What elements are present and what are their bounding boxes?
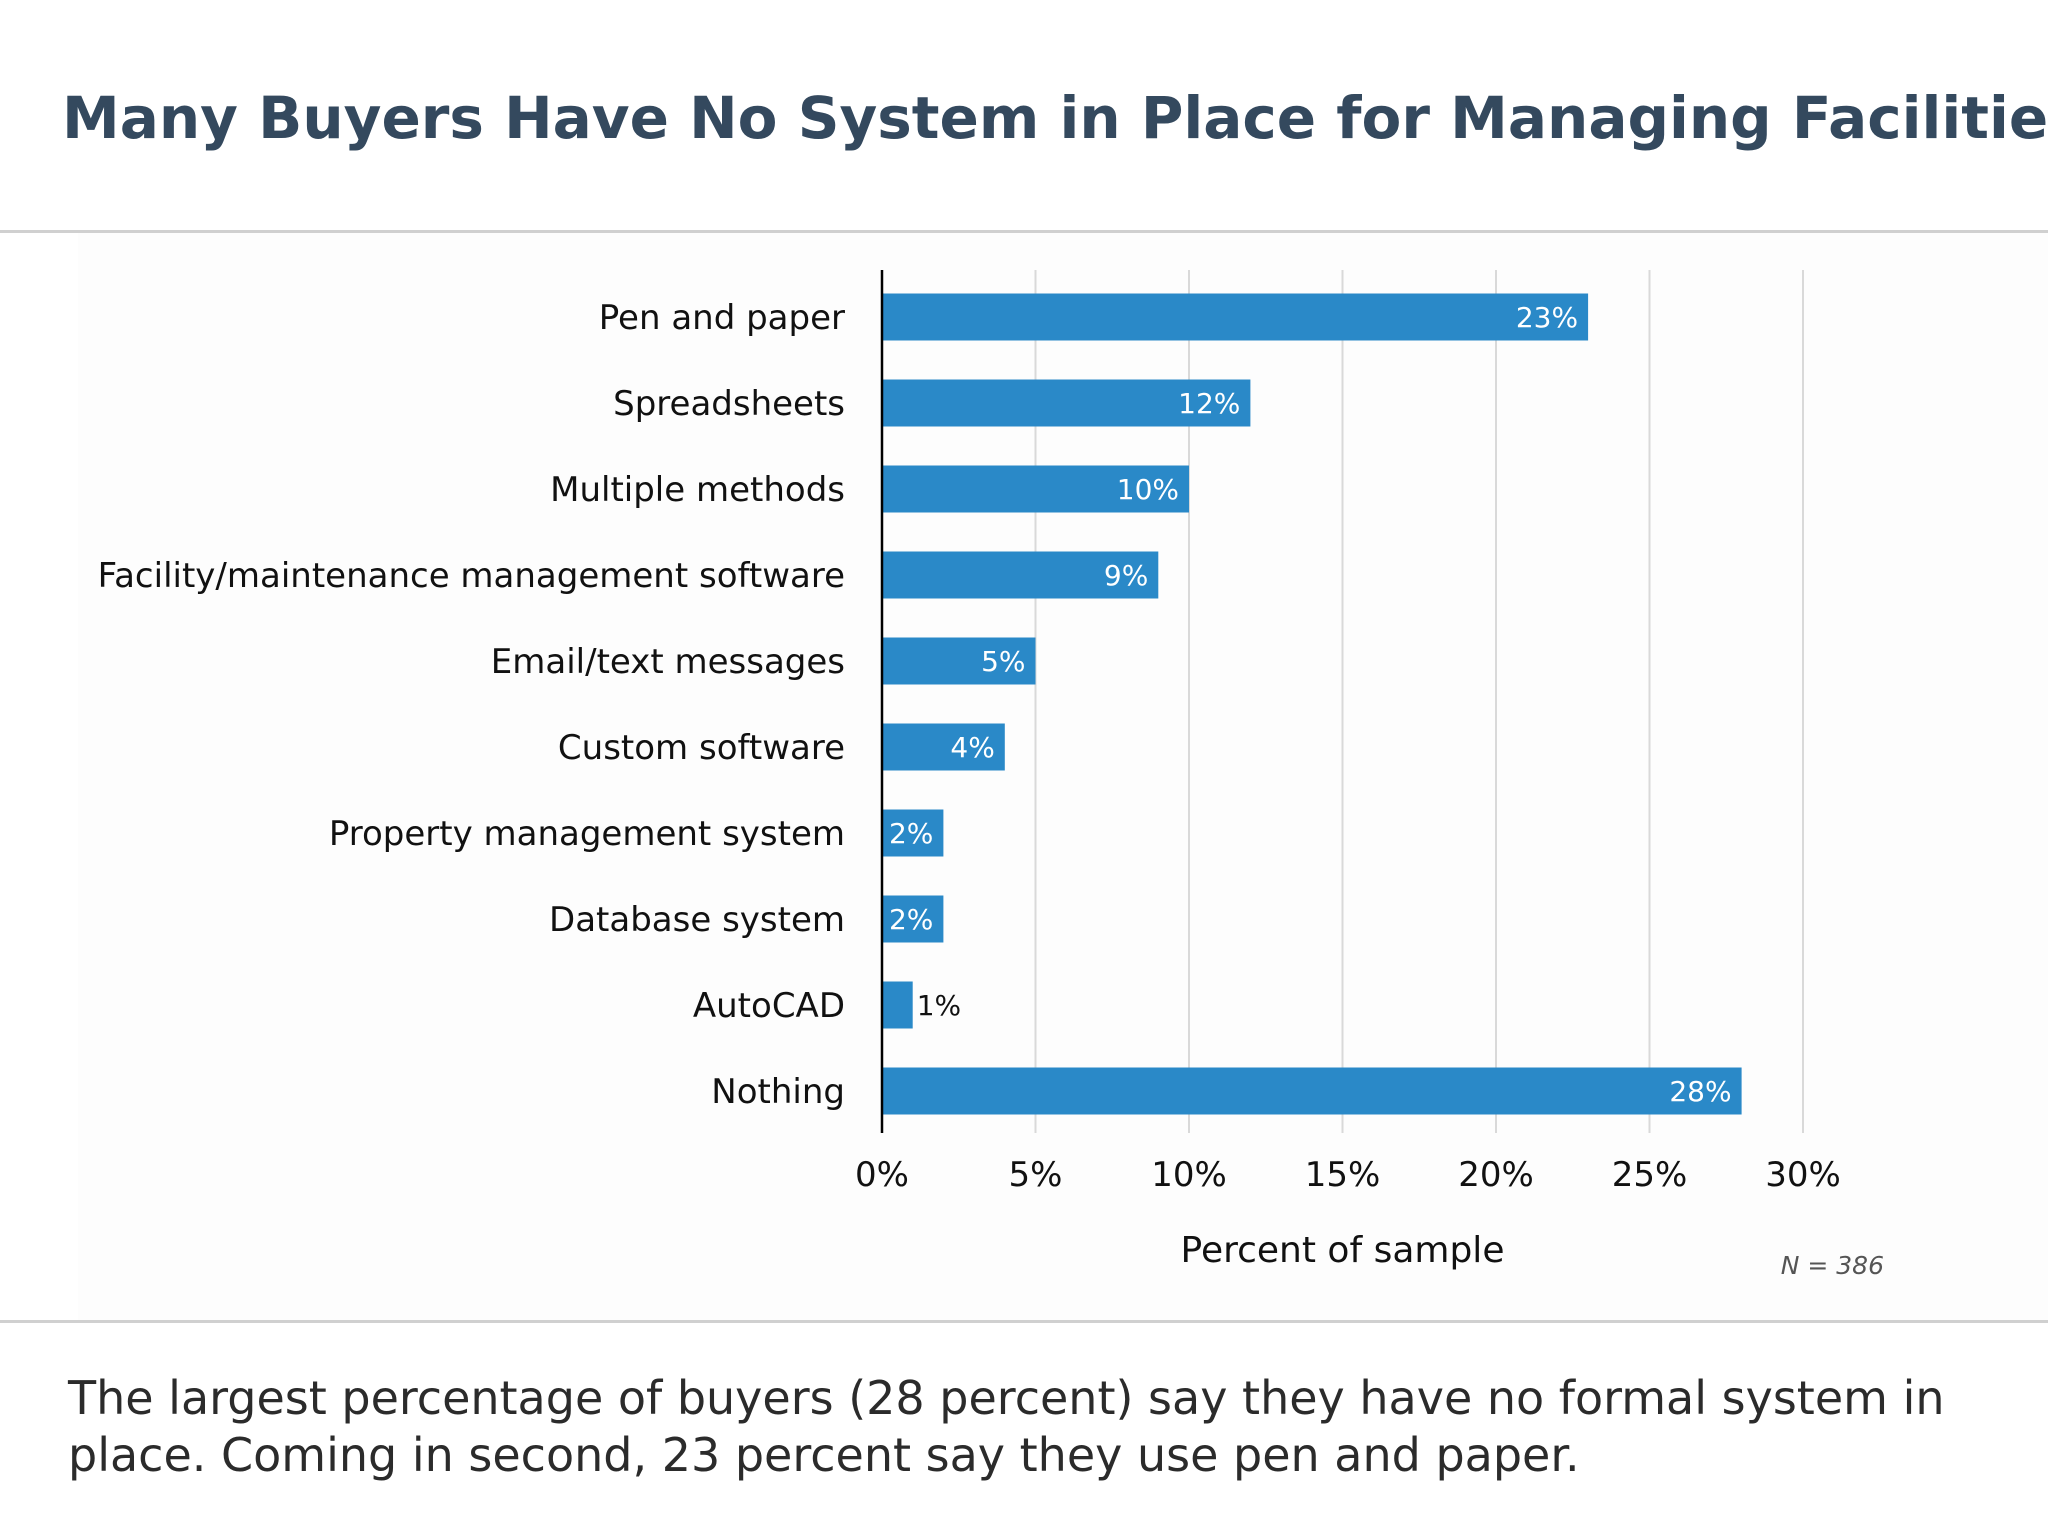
category-label: Spreadsheets <box>613 384 845 424</box>
category-label: Pen and paper <box>599 298 845 338</box>
data-label: 12% <box>1178 387 1240 420</box>
data-label: 2% <box>889 817 933 850</box>
page-title: Many Buyers Have No System in Place for … <box>62 84 2048 152</box>
category-labels: Pen and paper Spreadsheets Multiple method… <box>98 298 845 1112</box>
summary-text: The largest percentage of buyers (28 per… <box>68 1371 1945 1482</box>
x-tick-label: 25% <box>1612 1155 1688 1195</box>
bar <box>882 379 1251 427</box>
data-label: 2% <box>889 903 933 936</box>
category-label: AutoCAD <box>693 986 845 1026</box>
x-tick-label: 30% <box>1765 1155 1841 1195</box>
x-tick-label: 20% <box>1458 1155 1534 1195</box>
x-tick-label: 10% <box>1151 1155 1227 1195</box>
category-label: Property management system <box>329 814 845 854</box>
data-label: 23% <box>1516 301 1578 334</box>
x-tick-label: 5% <box>1009 1155 1063 1195</box>
x-tick-labels: 0% 5% 10% 15% 20% 25% 30% <box>855 1155 1841 1195</box>
bar <box>882 1067 1742 1115</box>
data-label: 10% <box>1117 473 1179 506</box>
sample-size-note: N = 386 <box>1781 1251 1884 1280</box>
data-label: 1% <box>917 989 961 1022</box>
category-label: Nothing <box>711 1072 845 1112</box>
bar <box>882 465 1189 513</box>
bar <box>882 981 913 1029</box>
data-label: 28% <box>1669 1075 1731 1108</box>
x-axis-title: Percent of sample <box>1181 1230 1505 1271</box>
top-divider <box>0 230 2048 233</box>
x-tick-label: 0% <box>855 1155 909 1195</box>
bottom-divider <box>0 1320 2048 1323</box>
bar <box>882 895 944 943</box>
data-label: 9% <box>1104 559 1148 592</box>
category-label: Custom software <box>558 728 845 768</box>
data-label: 5% <box>981 645 1025 678</box>
category-label: Multiple methods <box>550 470 845 510</box>
x-tick-label: 15% <box>1305 1155 1381 1195</box>
bar <box>882 293 1589 341</box>
category-label: Email/text messages <box>491 642 845 682</box>
bar <box>882 551 1159 599</box>
category-label: Facility/maintenance management software <box>98 556 845 596</box>
data-label: 4% <box>950 731 994 764</box>
bar <box>882 637 1036 685</box>
category-label: Database system <box>549 900 845 940</box>
bars: 23% 12% 10% 9% 5% 4% 2% 2% 1% 28% <box>882 293 1742 1115</box>
bar <box>882 809 944 857</box>
bar-chart: 23% 12% 10% 9% 5% 4% 2% 2% 1% 28% Pen and paper Sp… <box>98 270 1884 1280</box>
bar <box>882 723 1005 771</box>
